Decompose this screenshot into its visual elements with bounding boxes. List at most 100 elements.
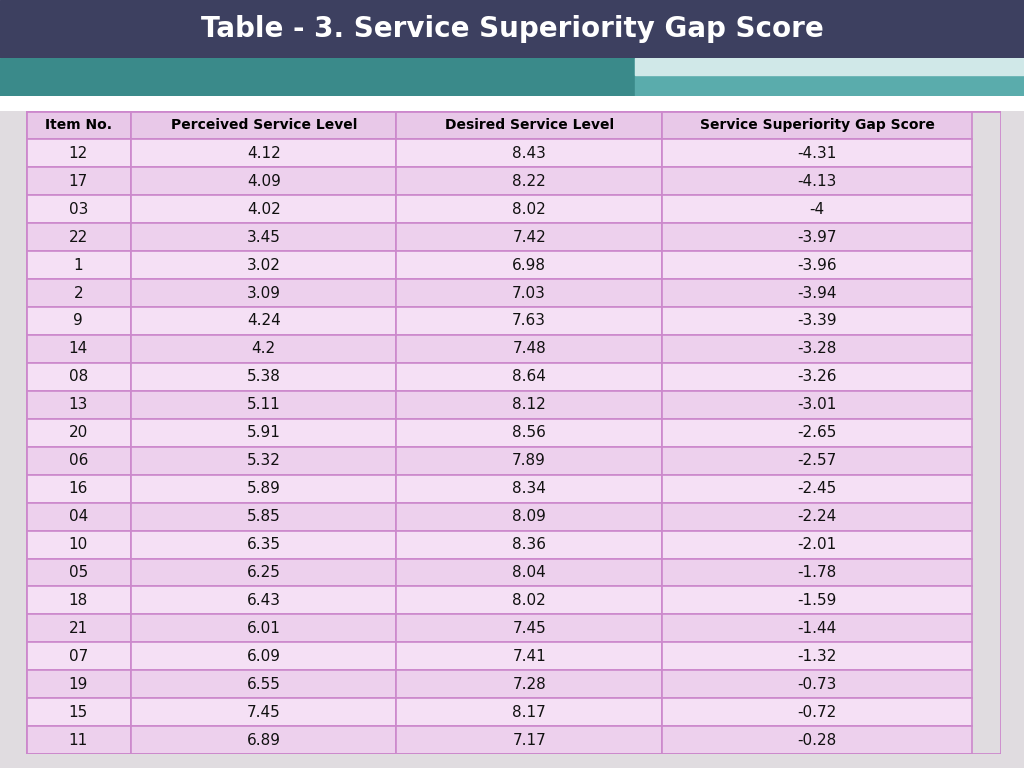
Bar	[396, 475, 662, 502]
Text: 8.09: 8.09	[512, 509, 546, 524]
Text: Desired Service Level: Desired Service Level	[444, 118, 613, 132]
Text: 6.35: 6.35	[247, 537, 281, 552]
Bar	[662, 531, 972, 558]
Text: 8.17: 8.17	[512, 705, 546, 720]
Bar	[131, 419, 396, 447]
Bar	[26, 447, 131, 475]
Bar	[26, 111, 131, 139]
Text: 19: 19	[69, 677, 88, 692]
Bar	[26, 391, 131, 419]
Text: 7.45: 7.45	[512, 621, 546, 636]
Bar	[131, 167, 396, 195]
Text: 08: 08	[69, 369, 88, 384]
Bar	[396, 335, 662, 363]
Bar	[396, 307, 662, 335]
Text: 5.85: 5.85	[247, 509, 281, 524]
Text: -0.28: -0.28	[798, 733, 837, 748]
Bar	[662, 419, 972, 447]
Text: 5.91: 5.91	[247, 425, 281, 440]
Bar	[26, 502, 131, 531]
Text: 4.12: 4.12	[247, 146, 281, 161]
Text: 8.36: 8.36	[512, 537, 546, 552]
Bar	[131, 727, 396, 754]
Bar	[396, 167, 662, 195]
Text: 8.56: 8.56	[512, 425, 546, 440]
Bar	[396, 614, 662, 642]
Bar	[662, 670, 972, 698]
Text: 04: 04	[69, 509, 88, 524]
Bar	[662, 698, 972, 727]
Text: 8.02: 8.02	[512, 593, 546, 608]
Text: 15: 15	[69, 705, 88, 720]
Bar	[131, 558, 396, 587]
Text: -2.45: -2.45	[798, 482, 837, 496]
Text: -3.94: -3.94	[798, 286, 837, 300]
Bar	[635, 58, 1024, 75]
Text: 8.43: 8.43	[512, 146, 546, 161]
Text: 9: 9	[74, 313, 83, 329]
Bar	[396, 698, 662, 727]
Text: 03: 03	[69, 202, 88, 217]
Bar	[396, 251, 662, 279]
Bar	[662, 139, 972, 167]
Text: -1.44: -1.44	[798, 621, 837, 636]
Text: 4.02: 4.02	[247, 202, 281, 217]
Bar	[396, 670, 662, 698]
Bar	[26, 698, 131, 727]
Text: 8.64: 8.64	[512, 369, 546, 384]
Bar	[662, 614, 972, 642]
Bar	[131, 698, 396, 727]
Bar	[131, 531, 396, 558]
Text: 8.22: 8.22	[512, 174, 546, 189]
Text: Service Superiority Gap Score: Service Superiority Gap Score	[699, 118, 935, 132]
Text: 1: 1	[74, 257, 83, 273]
Bar	[662, 391, 972, 419]
Bar	[131, 670, 396, 698]
Bar	[662, 447, 972, 475]
Bar	[26, 475, 131, 502]
Text: -0.73: -0.73	[798, 677, 837, 692]
Text: 05: 05	[69, 565, 88, 580]
Bar	[662, 251, 972, 279]
Bar	[26, 587, 131, 614]
Text: 2: 2	[74, 286, 83, 300]
Text: -2.01: -2.01	[798, 537, 837, 552]
Text: -3.96: -3.96	[798, 257, 837, 273]
Bar	[131, 587, 396, 614]
Text: -3.97: -3.97	[798, 230, 837, 245]
Text: 7.41: 7.41	[512, 649, 546, 664]
Bar	[396, 642, 662, 670]
Text: 6.89: 6.89	[247, 733, 281, 748]
Text: Item No.: Item No.	[45, 118, 112, 132]
Bar	[26, 279, 131, 307]
Bar	[131, 335, 396, 363]
Bar	[396, 195, 662, 223]
Text: 13: 13	[69, 397, 88, 412]
Text: 4.2: 4.2	[252, 342, 275, 356]
Text: 4.09: 4.09	[247, 174, 281, 189]
Text: 6.09: 6.09	[247, 649, 281, 664]
Bar	[396, 111, 662, 139]
Text: 7.28: 7.28	[512, 677, 546, 692]
Bar	[26, 167, 131, 195]
Text: 07: 07	[69, 649, 88, 664]
Bar	[26, 363, 131, 391]
Bar	[131, 614, 396, 642]
Text: -3.01: -3.01	[798, 397, 837, 412]
Bar	[26, 614, 131, 642]
Bar	[26, 558, 131, 587]
Text: 3.45: 3.45	[247, 230, 281, 245]
Bar	[662, 223, 972, 251]
Text: 21: 21	[69, 621, 88, 636]
Bar	[26, 670, 131, 698]
Bar	[662, 475, 972, 502]
Bar	[26, 223, 131, 251]
Bar	[131, 195, 396, 223]
Bar	[131, 447, 396, 475]
Bar	[26, 307, 131, 335]
Bar	[131, 475, 396, 502]
Bar	[662, 167, 972, 195]
Text: Perceived Service Level: Perceived Service Level	[171, 118, 357, 132]
Text: 5.11: 5.11	[247, 397, 281, 412]
Text: 3.09: 3.09	[247, 286, 281, 300]
